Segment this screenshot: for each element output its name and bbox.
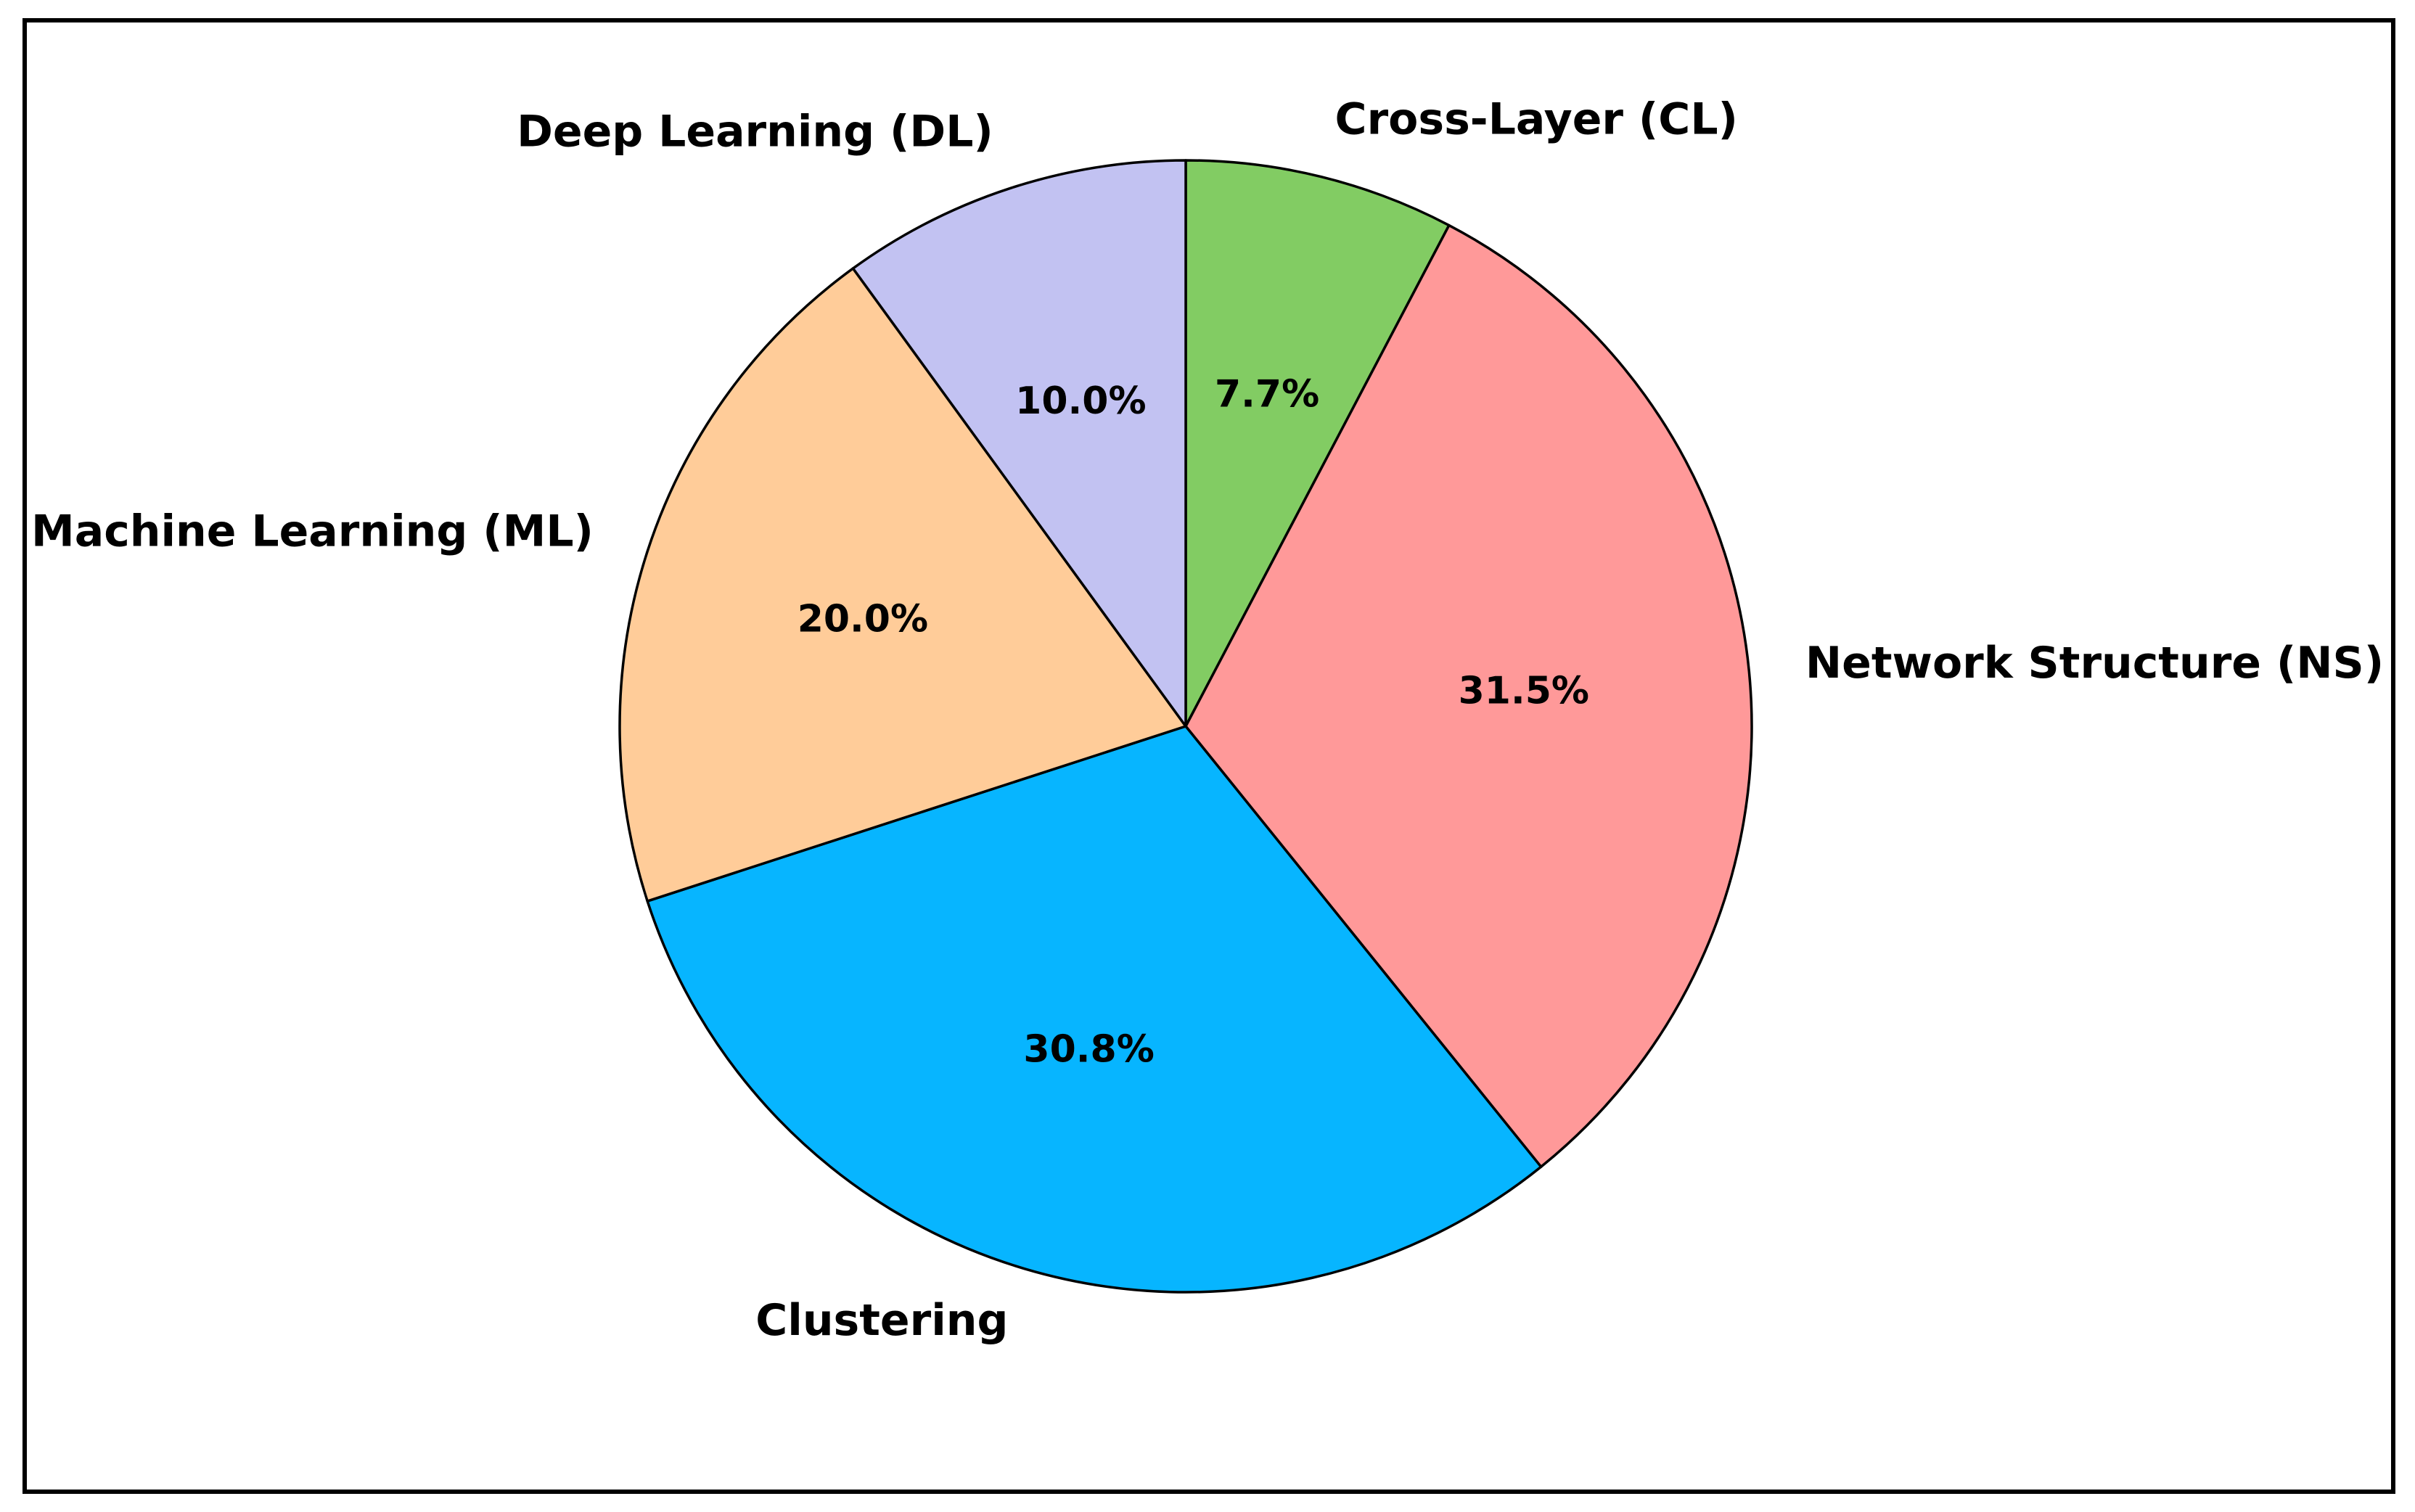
slice-label-machine-learning-ml: Machine Learning (ML) — [31, 506, 594, 556]
pie-slices — [618, 159, 1753, 1294]
slice-percent-deep-learning-dl: 10.0% — [1015, 379, 1146, 423]
slice-label-cross-layer-cl: Cross-Layer (CL) — [1335, 94, 1738, 145]
slice-percent-clustering: 30.8% — [1023, 1028, 1154, 1072]
slice-percent-machine-learning-ml: 20.0% — [798, 597, 928, 641]
pie-slice-cross-layer-cl — [1184, 159, 1451, 728]
pie-labels: Cross-Layer (CL) 7.7% Network Structure (N… — [31, 94, 2384, 1346]
pie-slice-network-structure-ns — [1184, 223, 1753, 1168]
slice-label-clustering: Clustering — [755, 1295, 1008, 1346]
pie-slice-machine-learning-ml — [618, 267, 1187, 903]
slice-label-deep-learning-dl: Deep Learning (DL) — [517, 107, 993, 157]
slice-percent-network-structure-ns: 31.5% — [1459, 669, 1589, 712]
slice-label-network-structure-ns: Network Structure (NS) — [1805, 638, 2384, 689]
slice-percent-cross-layer-cl: 7.7% — [1215, 373, 1319, 416]
pie-slice-clustering — [646, 725, 1543, 1294]
pie-slice-deep-learning-dl — [851, 159, 1187, 728]
